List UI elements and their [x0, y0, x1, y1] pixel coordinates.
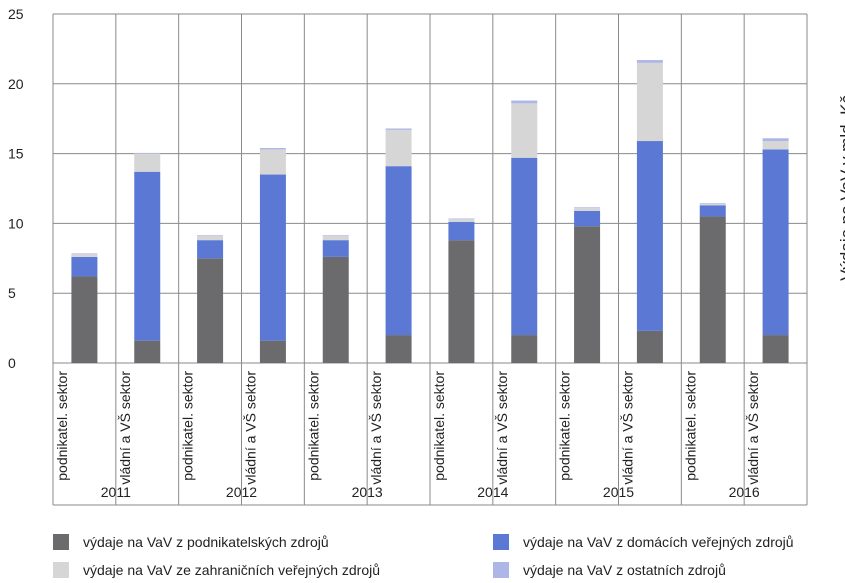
x-tick-label: podnikatel. sektor: [557, 371, 573, 481]
x-tick-label: vládní a VŠ sektor: [620, 371, 636, 485]
legend-label: výdaje na VaV z domácích veřejných zdroj…: [523, 534, 794, 550]
bar-segment: [71, 253, 98, 255]
bar-segment: [574, 207, 601, 209]
year-group-label: 2011: [101, 484, 131, 500]
bar-segment: [636, 62, 663, 142]
bar-segment: [448, 218, 475, 220]
bar-segment: [322, 256, 349, 363]
legend-label: výdaje na VaV z podnikatelských zdrojů: [83, 534, 329, 550]
x-tick-label: vládní a VŠ sektor: [117, 371, 133, 485]
bar-segment: [385, 166, 412, 336]
legend-swatch-foreign-public: [53, 562, 69, 578]
bar-segment: [762, 138, 789, 142]
bar-segment: [197, 258, 224, 363]
year-group-label: 2012: [226, 484, 257, 500]
legend-item-foreign-public: výdaje na VaV ze zahraničních veřejných …: [53, 562, 380, 578]
bar-segment: [699, 203, 726, 206]
bar-segment: [197, 235, 224, 241]
bar-segment: [385, 335, 412, 363]
bar-segment: [699, 203, 726, 204]
x-tick-label: podnikatel. sektor: [682, 371, 698, 481]
bar-segment: [134, 153, 161, 172]
legend-item-other: výdaje na VaV z ostatních zdrojů: [493, 562, 726, 578]
x-tick-label: vládní a VŠ sektor: [243, 371, 259, 485]
year-group-label: 2016: [729, 484, 760, 500]
bar-segment: [762, 149, 789, 336]
bar-segment: [636, 330, 663, 363]
bar-segment: [574, 208, 601, 211]
y-tick-label: 5: [8, 285, 16, 301]
x-tick-label: podnikatel. sektor: [431, 371, 447, 481]
x-tick-label: vládní a VŠ sektor: [368, 371, 384, 485]
legend-item-business: výdaje na VaV z podnikatelských zdrojů: [53, 534, 329, 550]
legend-label: výdaje na VaV ze zahraničních veřejných …: [83, 562, 381, 578]
legend-swatch-domestic-public: [493, 534, 509, 550]
y-tick-label: 15: [8, 146, 24, 162]
bar-segment: [322, 235, 349, 241]
legend-label: výdaje na VaV z ostatních zdrojů: [523, 562, 726, 578]
bar-segment: [511, 103, 538, 158]
bar-segment: [636, 141, 663, 331]
legend-swatch-business: [53, 534, 69, 550]
bar-segment: [574, 210, 601, 227]
y-axis-title: Výdaje na VaV v mld. Kč: [837, 95, 845, 281]
bar-segment: [385, 129, 412, 167]
bar-segment: [762, 141, 789, 150]
legend: výdaje na VaV z podnikatelských zdrojů v…: [0, 528, 845, 583]
bar-segment: [385, 128, 412, 130]
bar-segment: [511, 100, 538, 104]
x-tick-label: podnikatel. sektor: [305, 371, 321, 481]
x-tick-label: podnikatel. sektor: [180, 371, 196, 481]
bar-segment: [134, 340, 161, 363]
y-tick-label: 10: [8, 215, 24, 231]
x-tick-label: podnikatel. sektor: [54, 371, 70, 481]
year-group-label: 2013: [352, 484, 383, 500]
bar-segment: [197, 235, 224, 236]
y-tick-label: 0: [8, 355, 16, 371]
bar-segment: [71, 254, 98, 257]
bar-segment: [699, 216, 726, 363]
y-tick-label: 25: [8, 6, 24, 22]
bar-segment: [71, 256, 98, 277]
x-tick-label: vládní a VŠ sektor: [494, 371, 510, 485]
bar-segment: [762, 335, 789, 363]
bar-segment: [448, 222, 475, 241]
bar-segment: [511, 335, 538, 363]
bar-segment: [322, 235, 349, 236]
bar-segment: [259, 149, 286, 175]
bar-segment: [574, 226, 601, 363]
bar-segment: [259, 148, 286, 150]
bar-segment: [636, 60, 663, 63]
bar-segment: [699, 205, 726, 217]
bar-segment: [259, 340, 286, 363]
bar-segment: [448, 240, 475, 363]
bar-segment: [322, 240, 349, 257]
bar-segment: [511, 157, 538, 336]
bar-segment: [71, 276, 98, 363]
y-tick-label: 20: [8, 76, 24, 92]
x-tick-label: vládní a VŠ sektor: [745, 371, 761, 485]
bar-segment: [259, 174, 286, 341]
legend-swatch-other: [493, 562, 509, 578]
bar-segment: [448, 219, 475, 223]
year-group-label: 2014: [477, 484, 508, 500]
year-group-label: 2015: [603, 484, 634, 500]
stacked-bar-chart: 0 5 10 15 20 25 podnikatel. sektor vládní a VŠ …: [8, 6, 808, 506]
bar-segment: [134, 171, 161, 341]
legend-item-domestic-public: výdaje na VaV z domácích veřejných zdroj…: [493, 534, 794, 550]
bar-segment: [197, 240, 224, 259]
bar-segment: [134, 152, 161, 154]
